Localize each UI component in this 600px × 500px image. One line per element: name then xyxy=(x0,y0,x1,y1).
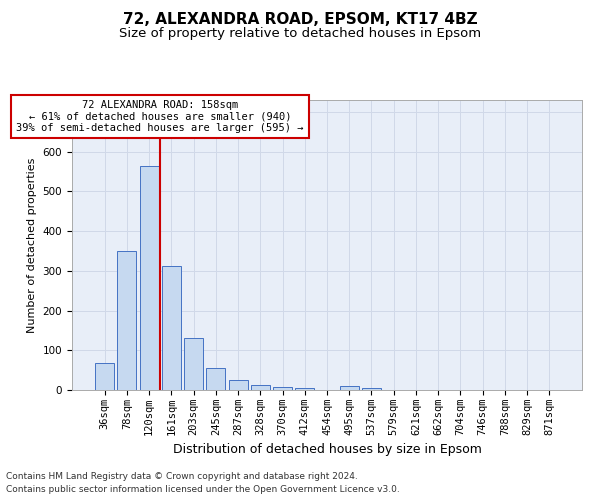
Text: 72 ALEXANDRA ROAD: 158sqm
← 61% of detached houses are smaller (940)
39% of semi: 72 ALEXANDRA ROAD: 158sqm ← 61% of detac… xyxy=(16,100,304,133)
Y-axis label: Number of detached properties: Number of detached properties xyxy=(27,158,37,332)
Text: Size of property relative to detached houses in Epsom: Size of property relative to detached ho… xyxy=(119,28,481,40)
Bar xyxy=(184,338,203,390)
Bar xyxy=(295,388,314,390)
Bar xyxy=(118,251,136,390)
Bar xyxy=(229,380,248,390)
Bar xyxy=(206,368,225,390)
X-axis label: Distribution of detached houses by size in Epsom: Distribution of detached houses by size … xyxy=(173,444,481,456)
Text: 72, ALEXANDRA ROAD, EPSOM, KT17 4BZ: 72, ALEXANDRA ROAD, EPSOM, KT17 4BZ xyxy=(122,12,478,28)
Text: Contains public sector information licensed under the Open Government Licence v3: Contains public sector information licen… xyxy=(6,485,400,494)
Text: Contains HM Land Registry data © Crown copyright and database right 2024.: Contains HM Land Registry data © Crown c… xyxy=(6,472,358,481)
Bar xyxy=(362,388,381,390)
Bar xyxy=(95,363,114,390)
Bar xyxy=(340,386,359,390)
Bar xyxy=(273,387,292,390)
Bar xyxy=(140,166,158,390)
Bar xyxy=(162,266,181,390)
Bar xyxy=(251,385,270,390)
